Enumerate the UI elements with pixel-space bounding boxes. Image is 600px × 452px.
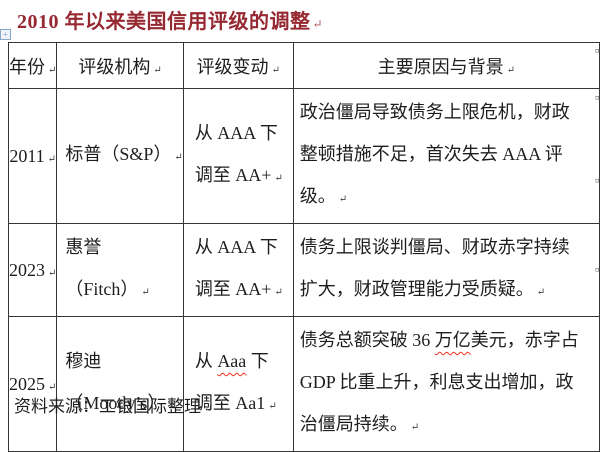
page-title-text: 2010 年以来美国信用评级的调整 bbox=[17, 11, 311, 33]
table-row-2011: 2011 ↵ 标普（S&P） ↵ 从 AAA 下 调至 AA+ ↵ 政治僵局导致债务上… bbox=[7, 88, 600, 224]
agency-name: 惠誉 bbox=[65, 237, 102, 257]
row-end-mark: ¤ bbox=[595, 176, 600, 186]
year-cell[interactable]: 2011 ↵ bbox=[7, 88, 58, 224]
reason-text: 债务上限谈判僵局、财政赤字持续扩大，财政管理能力受质疑。 bbox=[299, 237, 570, 299]
header-cell-reason[interactable]: 主要原因与背景 ↵ bbox=[292, 42, 600, 89]
cell-end-mark: ↵ bbox=[410, 422, 420, 433]
table-row-2023: 2023 ↵ 惠誉 （Fitch） ↵ 从 AAA 下 调至 AA+ ↵ 债务上限谈判… bbox=[7, 223, 600, 317]
credit-ratings-table: 年份 ↵ 评级机构 ↵ 评级变动 ↵ 主要原因与背景 ↵ 2011 ↵ 标普（S&P） ↵ … bbox=[7, 42, 600, 452]
agency-name: 穆迪 bbox=[65, 351, 102, 371]
reason-text: 债务总额突破 36 bbox=[299, 330, 435, 350]
row-end-mark: ¤ bbox=[595, 265, 600, 275]
change-line: 从 AAA 下 bbox=[194, 123, 278, 143]
change-line: 调至 AA+ bbox=[194, 165, 272, 185]
agency-name: 标普（S&P） bbox=[65, 144, 172, 164]
cell-end-mark: ↵ bbox=[338, 194, 348, 205]
misspelled-word: Aaa bbox=[217, 351, 247, 371]
header-label: 年份 bbox=[9, 56, 45, 77]
document-page: 2010 年以来美国信用评级的调整 ↵ + 年份 ↵ 评级机构 ↵ 评级变动 ↵ 主要原… bbox=[0, 5, 600, 452]
cell-end-mark: ↵ bbox=[536, 287, 546, 298]
page-title[interactable]: 2010 年以来美国信用评级的调整 ↵ bbox=[17, 5, 323, 34]
agency-cell[interactable]: 惠誉 （Fitch） ↵ bbox=[56, 223, 184, 317]
year-cell[interactable]: 2023 ↵ bbox=[7, 223, 58, 317]
cell-end-mark: ↵ bbox=[48, 64, 57, 76]
row-end-mark: ¤ bbox=[595, 93, 600, 103]
misspelled-word: 万亿 bbox=[434, 330, 471, 350]
agency-name-latin: （Moody’s） bbox=[65, 393, 166, 413]
cell-end-mark: ↵ bbox=[48, 267, 57, 279]
year-cell[interactable]: 2025 ↵ bbox=[7, 316, 58, 452]
agency-cell[interactable]: 穆迪 （Moody’s） ↵ bbox=[56, 316, 184, 452]
change-line: 从 Aaa 下 bbox=[194, 340, 292, 382]
cell-end-mark: ↵ bbox=[141, 287, 150, 298]
cell-end-mark: ↵ bbox=[274, 173, 283, 184]
table-move-handle-icon[interactable]: + bbox=[0, 29, 11, 40]
table-move-handle-glyph: + bbox=[3, 29, 8, 39]
header-cell-change[interactable]: 评级变动 ↵ bbox=[182, 42, 294, 89]
agency-cell[interactable]: 标普（S&P） ↵ bbox=[56, 88, 184, 224]
header-label: 主要原因与背景 bbox=[377, 56, 504, 77]
paragraph-mark: ↵ bbox=[312, 17, 324, 31]
reason-text: 美元，赤字占 GDP 比重上升，利息支出增加，政治僵局持续。 bbox=[299, 330, 579, 434]
header-label: 评级变动 bbox=[196, 56, 269, 77]
reason-cell[interactable]: 债务总额突破 36 万亿美元，赤字占 GDP 比重上升，利息支出增加，政治僵局持… bbox=[292, 316, 600, 452]
cell-end-mark: ↵ bbox=[506, 64, 516, 76]
cell-end-mark: ↵ bbox=[153, 64, 162, 76]
reason-text: 政治僵局导致债务上限危机，财政整顿措施不足，首次失去 AAA 评级。 bbox=[299, 102, 570, 206]
change-cell[interactable]: 从 Aaa 下 调至 Aa1 ↵ bbox=[182, 316, 294, 452]
change-prefix: 从 bbox=[194, 351, 218, 371]
cell-end-mark: ↵ bbox=[168, 401, 177, 412]
change-line: 调至 AA+ bbox=[194, 279, 272, 299]
agency-name-latin: （Fitch） bbox=[65, 279, 139, 299]
cell-end-mark: ↵ bbox=[48, 381, 57, 393]
cell-end-mark: ↵ bbox=[47, 153, 57, 165]
row-end-mark: ¤ bbox=[595, 46, 600, 56]
change-cell[interactable]: 从 AAA 下 调至 AA+ ↵ bbox=[182, 88, 294, 224]
cell-end-mark: ↵ bbox=[174, 152, 183, 163]
reason-cell[interactable]: 债务上限谈判僵局、财政赤字持续扩大，财政管理能力受质疑。 ↵ bbox=[292, 223, 600, 317]
cell-end-mark: ↵ bbox=[274, 287, 283, 298]
source-note[interactable]: 资料来源：工银国际整理 ↵ bbox=[14, 392, 212, 417]
change-line: 调至 Aa1 bbox=[194, 393, 266, 413]
paragraph-mark: ↵ bbox=[204, 404, 213, 415]
table-row-2025: 2025 ↵ 穆迪 （Moody’s） ↵ 从 Aaa 下 调至 Aa1 ↵ 债务总额… bbox=[7, 316, 600, 452]
header-cell-agency[interactable]: 评级机构 ↵ bbox=[56, 42, 184, 89]
year-value: 2023 bbox=[9, 259, 45, 280]
cell-end-mark: ↵ bbox=[268, 401, 277, 412]
change-cell[interactable]: 从 AAA 下 调至 AA+ ↵ bbox=[182, 223, 294, 317]
change-suffix: 下 bbox=[246, 351, 269, 371]
cell-end-mark: ↵ bbox=[271, 64, 280, 76]
source-text: 资料来源：工银国际整理 bbox=[14, 397, 201, 416]
reason-cell[interactable]: 政治僵局导致债务上限危机，财政整顿措施不足，首次失去 AAA 评级。 ↵ bbox=[292, 88, 600, 224]
header-label: 评级机构 bbox=[78, 56, 151, 77]
year-value: 2011 bbox=[9, 145, 45, 166]
table-header-row: 年份 ↵ 评级机构 ↵ 评级变动 ↵ 主要原因与背景 ↵ bbox=[7, 42, 600, 89]
header-cell-year[interactable]: 年份 ↵ bbox=[7, 42, 58, 89]
year-value: 2025 bbox=[9, 373, 45, 394]
change-line: 从 AAA 下 bbox=[194, 237, 278, 257]
